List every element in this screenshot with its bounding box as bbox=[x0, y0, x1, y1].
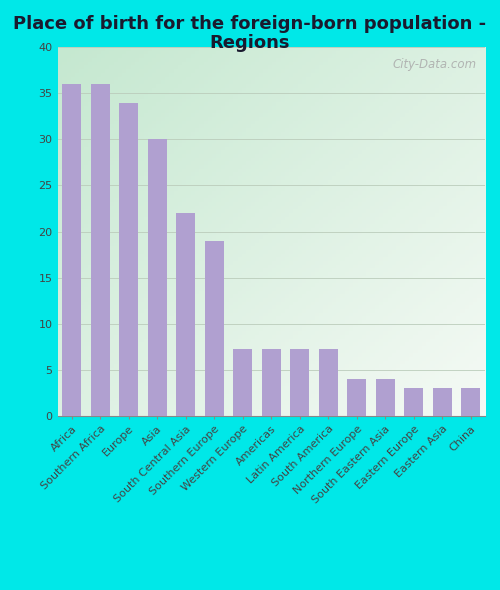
Bar bbox=[262, 349, 280, 416]
Bar bbox=[91, 84, 110, 416]
Text: City-Data.com: City-Data.com bbox=[392, 58, 476, 71]
Bar bbox=[376, 379, 394, 416]
Bar bbox=[62, 84, 81, 416]
Bar bbox=[404, 388, 423, 416]
Bar bbox=[234, 349, 252, 416]
Bar bbox=[205, 241, 224, 416]
Text: Regions: Regions bbox=[210, 34, 290, 53]
Bar bbox=[290, 349, 309, 416]
Bar bbox=[120, 103, 138, 416]
Bar bbox=[148, 139, 167, 416]
Bar bbox=[348, 379, 366, 416]
Bar bbox=[176, 213, 195, 416]
Text: Place of birth for the foreign-born population -: Place of birth for the foreign-born popu… bbox=[14, 15, 486, 33]
Bar bbox=[462, 388, 480, 416]
Bar bbox=[433, 388, 452, 416]
Bar bbox=[319, 349, 338, 416]
